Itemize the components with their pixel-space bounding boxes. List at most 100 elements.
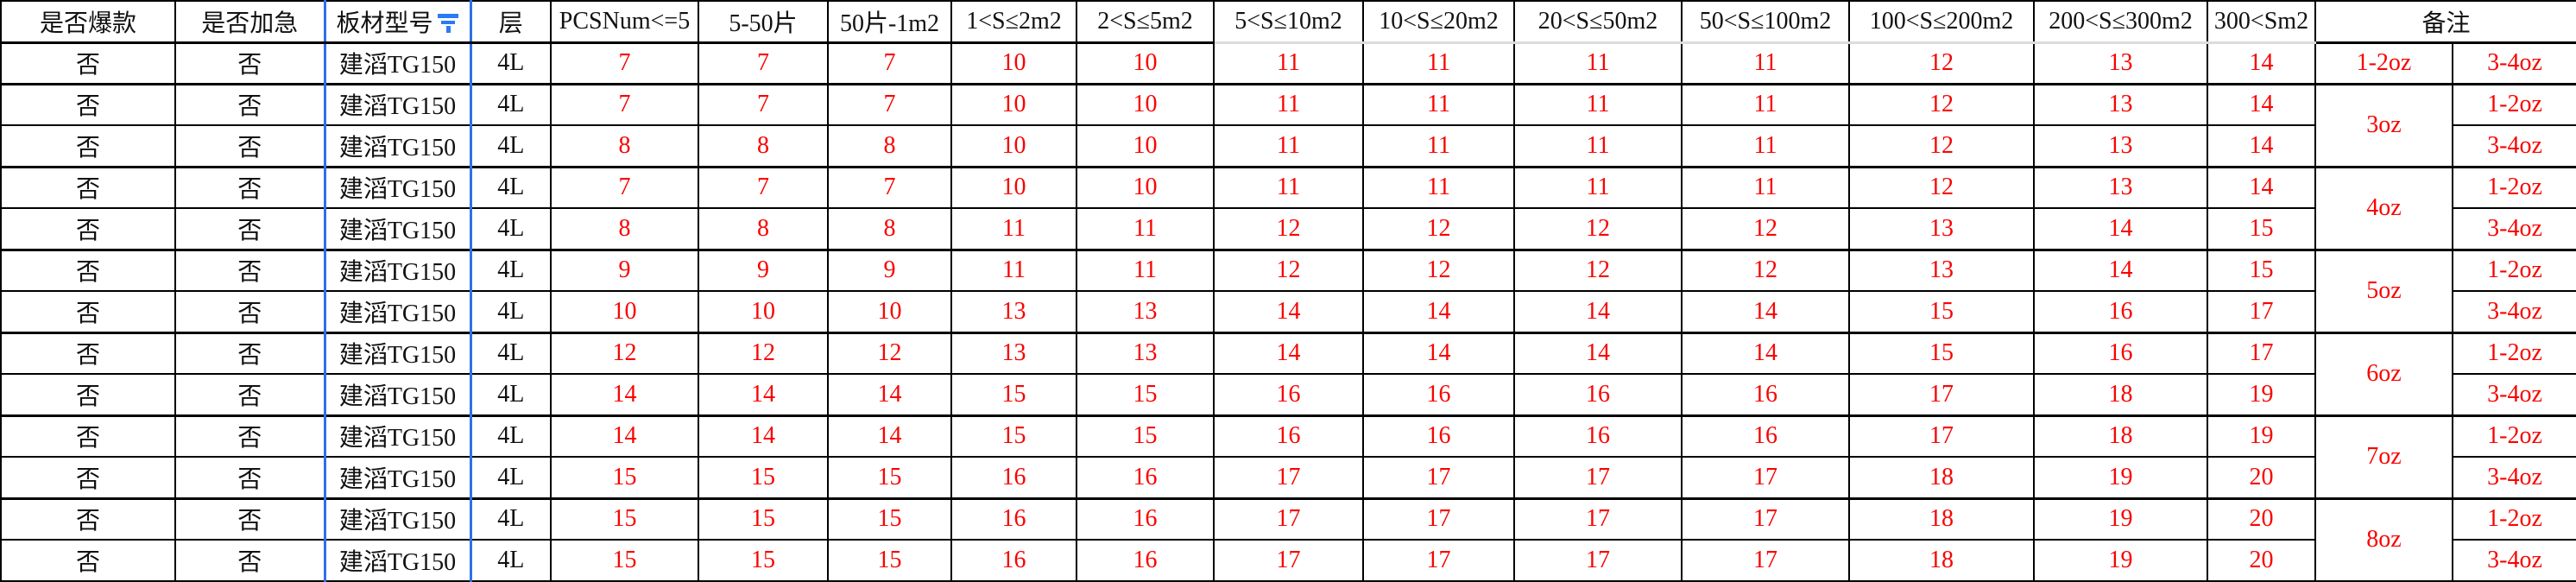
column-header[interactable]: 是否加急 bbox=[174, 0, 325, 44]
cell-value[interactable]: 12 bbox=[1513, 207, 1683, 250]
cell-hot-flag[interactable]: 否 bbox=[0, 41, 176, 85]
cell-value[interactable]: 15 bbox=[827, 539, 952, 582]
cell-value[interactable]: 13 bbox=[1848, 248, 2035, 292]
cell-value[interactable]: 12 bbox=[1213, 248, 1364, 292]
cell-value[interactable]: 11 bbox=[1681, 124, 1850, 168]
cell-value[interactable]: 14 bbox=[1362, 331, 1515, 375]
cell-value[interactable]: 15 bbox=[698, 497, 829, 541]
cell-value[interactable]: 17 bbox=[1362, 497, 1515, 541]
cell-value[interactable]: 18 bbox=[1848, 497, 2035, 541]
cell-value[interactable]: 14 bbox=[1362, 290, 1515, 333]
cell-layer[interactable]: 4L bbox=[470, 82, 552, 126]
cell-urgent-flag[interactable]: 否 bbox=[174, 290, 325, 333]
cell-value[interactable]: 10 bbox=[550, 290, 699, 333]
cell-layer[interactable]: 4L bbox=[470, 414, 552, 458]
cell-value[interactable]: 10 bbox=[698, 290, 829, 333]
cell-hot-flag[interactable]: 否 bbox=[0, 331, 176, 375]
cell-value[interactable]: 20 bbox=[2207, 456, 2316, 499]
cell-value[interactable]: 17 bbox=[1213, 497, 1364, 541]
cell-value[interactable]: 15 bbox=[2207, 248, 2316, 292]
column-header[interactable]: 备注 bbox=[2314, 0, 2576, 44]
cell-value[interactable]: 7 bbox=[827, 82, 952, 126]
cell-remark[interactable]: 3-4oz bbox=[2451, 290, 2576, 333]
cell-board-model[interactable]: 建滔TG150 bbox=[323, 41, 472, 85]
cell-hot-flag[interactable]: 否 bbox=[0, 373, 176, 416]
cell-urgent-flag[interactable]: 否 bbox=[174, 456, 325, 499]
cell-remark[interactable]: 1-2oz bbox=[2451, 497, 2576, 541]
cell-hot-flag[interactable]: 否 bbox=[0, 290, 176, 333]
cell-value[interactable]: 11 bbox=[1681, 82, 1850, 126]
cell-value[interactable]: 11 bbox=[1362, 41, 1515, 85]
cell-value[interactable]: 19 bbox=[2033, 456, 2208, 499]
cell-value[interactable]: 14 bbox=[550, 414, 699, 458]
cell-value[interactable]: 14 bbox=[698, 373, 829, 416]
cell-value[interactable]: 17 bbox=[1513, 539, 1683, 582]
cell-value[interactable]: 7 bbox=[698, 165, 829, 209]
cell-value[interactable]: 16 bbox=[1362, 373, 1515, 416]
cell-value[interactable]: 13 bbox=[2033, 165, 2208, 209]
cell-value[interactable]: 17 bbox=[1513, 497, 1683, 541]
cell-value[interactable]: 17 bbox=[2207, 290, 2316, 333]
cell-value[interactable]: 9 bbox=[550, 248, 699, 292]
cell-value[interactable]: 11 bbox=[1513, 41, 1683, 85]
cell-value[interactable]: 11 bbox=[1213, 41, 1364, 85]
cell-value[interactable]: 12 bbox=[1362, 248, 1515, 292]
cell-value[interactable]: 12 bbox=[698, 331, 829, 375]
cell-value[interactable]: 13 bbox=[2033, 82, 2208, 126]
cell-value[interactable]: 15 bbox=[550, 456, 699, 499]
cell-value[interactable]: 17 bbox=[2207, 331, 2316, 375]
cell-value[interactable]: 10 bbox=[950, 124, 1077, 168]
column-header[interactable]: 层 bbox=[470, 0, 552, 44]
cell-value[interactable]: 15 bbox=[2207, 207, 2316, 250]
cell-remark[interactable]: 1-2oz bbox=[2451, 248, 2576, 292]
cell-value[interactable]: 11 bbox=[1362, 82, 1515, 126]
cell-value[interactable]: 18 bbox=[2033, 414, 2208, 458]
cell-remark[interactable]: 8oz bbox=[2314, 497, 2453, 582]
cell-value[interactable]: 13 bbox=[1848, 207, 2035, 250]
cell-value[interactable]: 17 bbox=[1681, 456, 1850, 499]
cell-hot-flag[interactable]: 否 bbox=[0, 165, 176, 209]
cell-hot-flag[interactable]: 否 bbox=[0, 497, 176, 541]
cell-layer[interactable]: 4L bbox=[470, 41, 552, 85]
cell-value[interactable]: 14 bbox=[1213, 331, 1364, 375]
cell-value[interactable]: 19 bbox=[2207, 373, 2316, 416]
cell-value[interactable]: 16 bbox=[1513, 373, 1683, 416]
cell-value[interactable]: 15 bbox=[698, 456, 829, 499]
cell-value[interactable]: 16 bbox=[1362, 414, 1515, 458]
cell-layer[interactable]: 4L bbox=[470, 165, 552, 209]
cell-value[interactable]: 14 bbox=[1513, 331, 1683, 375]
cell-layer[interactable]: 4L bbox=[470, 373, 552, 416]
cell-hot-flag[interactable]: 否 bbox=[0, 124, 176, 168]
cell-value[interactable]: 11 bbox=[1362, 165, 1515, 209]
cell-board-model[interactable]: 建滔TG150 bbox=[323, 124, 472, 168]
cell-layer[interactable]: 4L bbox=[470, 539, 552, 582]
cell-board-model[interactable]: 建滔TG150 bbox=[323, 331, 472, 375]
cell-value[interactable]: 8 bbox=[827, 124, 952, 168]
cell-value[interactable]: 17 bbox=[1362, 456, 1515, 499]
cell-layer[interactable]: 4L bbox=[470, 248, 552, 292]
cell-board-model[interactable]: 建滔TG150 bbox=[323, 497, 472, 541]
cell-layer[interactable]: 4L bbox=[470, 497, 552, 541]
cell-remark[interactable]: 5oz bbox=[2314, 248, 2453, 333]
cell-value[interactable]: 13 bbox=[2033, 41, 2208, 85]
cell-hot-flag[interactable]: 否 bbox=[0, 414, 176, 458]
cell-value[interactable]: 10 bbox=[1076, 165, 1215, 209]
cell-value[interactable]: 11 bbox=[1076, 207, 1215, 250]
cell-value[interactable]: 20 bbox=[2207, 539, 2316, 582]
cell-urgent-flag[interactable]: 否 bbox=[174, 41, 325, 85]
cell-remark[interactable]: 1-2oz bbox=[2451, 82, 2576, 126]
cell-value[interactable]: 16 bbox=[950, 539, 1077, 582]
column-header[interactable]: 板材型号 bbox=[323, 0, 472, 44]
cell-value[interactable]: 16 bbox=[1681, 373, 1850, 416]
cell-remark[interactable]: 1-2oz bbox=[2451, 165, 2576, 209]
cell-board-model[interactable]: 建滔TG150 bbox=[323, 82, 472, 126]
cell-value[interactable]: 10 bbox=[827, 290, 952, 333]
cell-value[interactable]: 10 bbox=[1076, 41, 1215, 85]
cell-value[interactable]: 7 bbox=[698, 82, 829, 126]
cell-hot-flag[interactable]: 否 bbox=[0, 82, 176, 126]
cell-value[interactable]: 16 bbox=[1076, 456, 1215, 499]
cell-value[interactable]: 11 bbox=[1213, 165, 1364, 209]
cell-value[interactable]: 16 bbox=[2033, 290, 2208, 333]
cell-value[interactable]: 11 bbox=[1076, 248, 1215, 292]
cell-value[interactable]: 7 bbox=[698, 41, 829, 85]
